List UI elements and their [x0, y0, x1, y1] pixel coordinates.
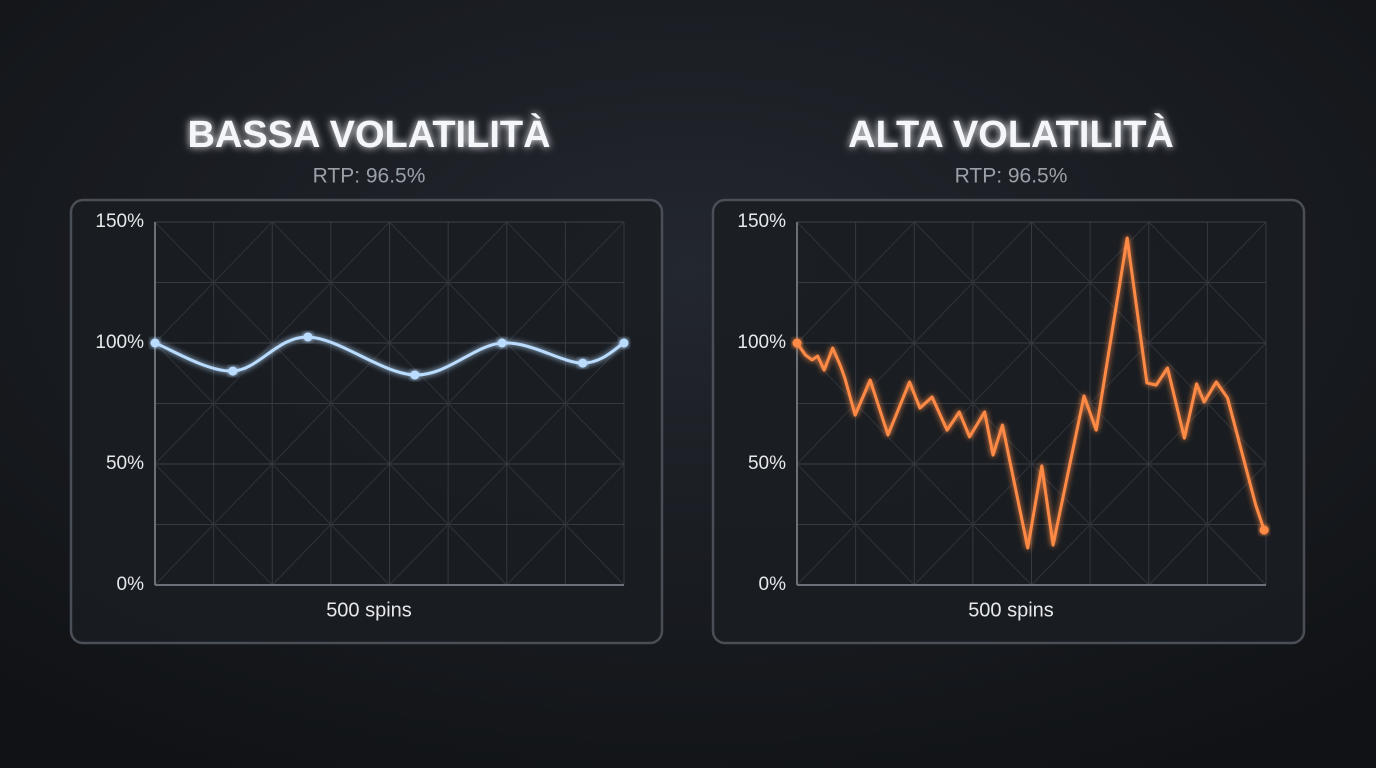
data-point: [578, 358, 588, 368]
y-tick-label: 100%: [737, 332, 786, 353]
grid-pattern: [389, 221, 508, 344]
chart-title: ALTA VOLATILITÀ: [848, 112, 1174, 156]
chart-panel: ALTA VOLATILITÀ RTP: 96.5% 0% 50% 100% 150% 50…: [711, 112, 1306, 645]
data-point: [228, 366, 238, 376]
chart-title: BASSA VOLATILITÀ: [187, 112, 550, 156]
y-tick-label: 0%: [759, 574, 787, 595]
grid-pattern: [913, 221, 1032, 344]
grid-pattern: [1148, 342, 1267, 465]
grid-pattern: [389, 463, 508, 586]
grid-pattern: [1031, 342, 1150, 465]
grid-pattern: [913, 463, 1032, 586]
y-tick-label: 100%: [95, 332, 144, 353]
x-axis-label: 500 spins: [326, 599, 412, 621]
y-tick-label: 150%: [95, 211, 144, 232]
x-axis-label: 500 spins: [968, 599, 1054, 621]
data-point: [497, 338, 507, 348]
data-point: [792, 338, 802, 348]
data-line: [795, 236, 1266, 550]
chart-subtitle: RTP: 96.5%: [313, 165, 426, 188]
data-point: [619, 338, 629, 348]
panel: [69, 198, 664, 645]
data-point: [410, 370, 420, 380]
grid-pattern: [506, 463, 625, 586]
y-tick-label: 0%: [117, 574, 145, 595]
grid-pattern: [271, 463, 390, 586]
y-tick-label: 50%: [748, 453, 786, 474]
grid-pattern: [796, 342, 915, 465]
grid-pattern: [913, 342, 1032, 465]
chart-panel: BASSA VOLATILITÀ RTP: 96.5% 0% 50% 100% 150% 5…: [69, 112, 664, 645]
data-point: [1259, 525, 1269, 535]
grid-pattern: [271, 342, 390, 465]
data-point: [150, 338, 160, 348]
grid-pattern: [796, 463, 915, 586]
data-point: [303, 332, 313, 342]
panel: [711, 198, 1306, 645]
y-tick-label: 50%: [106, 453, 144, 474]
grid-pattern: [154, 463, 273, 586]
grid-pattern: [389, 342, 508, 465]
y-tick-label: 150%: [737, 211, 786, 232]
grid-pattern: [1148, 463, 1267, 586]
grid-pattern: [1031, 463, 1150, 586]
grid-pattern: [796, 221, 915, 344]
chart-subtitle: RTP: 96.5%: [955, 165, 1068, 188]
grid-pattern: [1148, 221, 1267, 344]
grid-pattern: [506, 221, 625, 344]
grid-pattern: [154, 221, 273, 344]
grid-pattern: [506, 342, 625, 465]
grid-pattern: [271, 221, 390, 344]
